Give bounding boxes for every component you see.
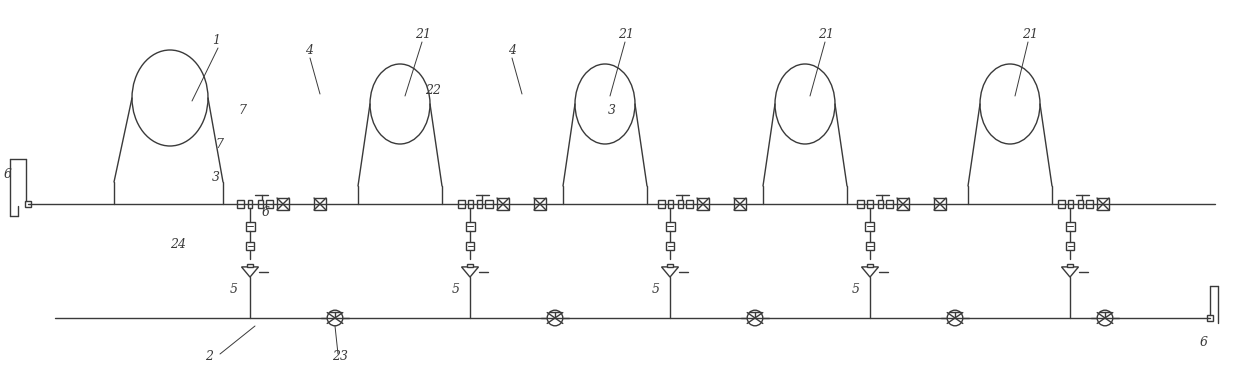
Text: 6: 6 <box>1201 336 1208 349</box>
Text: 7: 7 <box>238 104 247 117</box>
Bar <box>25 201 31 207</box>
Text: 2: 2 <box>204 350 213 363</box>
Bar <box>497 198 509 210</box>
Bar <box>278 198 289 210</box>
Bar <box>678 200 683 208</box>
Bar <box>477 200 482 208</box>
Text: 6: 6 <box>261 206 270 219</box>
Bar <box>1066 242 1074 250</box>
Bar <box>667 242 674 250</box>
Bar <box>467 264 473 267</box>
Bar <box>866 242 873 250</box>
Bar <box>667 264 673 267</box>
Bar <box>668 200 673 208</box>
Text: 6: 6 <box>4 168 12 181</box>
Text: 4: 4 <box>305 44 313 57</box>
Bar <box>238 200 244 208</box>
Bar <box>867 264 873 267</box>
Bar <box>248 200 253 208</box>
Text: 3: 3 <box>608 104 616 117</box>
Text: 5: 5 <box>852 283 860 296</box>
Text: 1: 1 <box>212 34 221 47</box>
Bar <box>467 200 472 208</box>
Bar <box>867 200 872 208</box>
Bar <box>1078 200 1083 208</box>
Bar <box>866 221 875 231</box>
Bar <box>466 242 475 250</box>
Bar <box>857 200 865 208</box>
Bar <box>698 198 709 210</box>
Bar <box>886 200 892 208</box>
Text: 21: 21 <box>415 28 431 41</box>
Bar <box>685 200 693 208</box>
Text: 5: 5 <box>230 283 238 296</box>
Bar <box>1066 221 1074 231</box>
Bar <box>245 221 254 231</box>
Text: 7: 7 <box>216 138 223 151</box>
Text: 22: 22 <box>425 84 441 97</box>
Bar <box>897 198 909 210</box>
Text: 23: 23 <box>332 350 348 363</box>
Bar <box>877 200 882 208</box>
Bar <box>658 200 664 208</box>
Text: 4: 4 <box>508 44 515 57</box>
Bar <box>534 198 546 210</box>
Text: 24: 24 <box>170 238 186 251</box>
Bar <box>1067 264 1073 267</box>
Bar <box>265 200 273 208</box>
Text: 5: 5 <box>452 283 460 296</box>
Bar <box>1207 315 1213 321</box>
Bar <box>486 200 492 208</box>
Text: 3: 3 <box>212 171 221 184</box>
Bar <box>934 198 947 210</box>
Bar <box>313 198 326 210</box>
Text: 21: 21 <box>818 28 834 41</box>
Bar <box>457 200 465 208</box>
Bar <box>258 200 263 208</box>
Bar <box>247 242 254 250</box>
Bar <box>1068 200 1073 208</box>
Bar <box>665 221 674 231</box>
Bar <box>466 221 475 231</box>
Bar <box>1097 198 1109 210</box>
Text: 21: 21 <box>618 28 634 41</box>
Text: 5: 5 <box>652 283 660 296</box>
Bar <box>1085 200 1093 208</box>
Bar <box>247 264 253 267</box>
Bar <box>733 198 746 210</box>
Bar <box>1058 200 1064 208</box>
Text: 21: 21 <box>1022 28 1038 41</box>
